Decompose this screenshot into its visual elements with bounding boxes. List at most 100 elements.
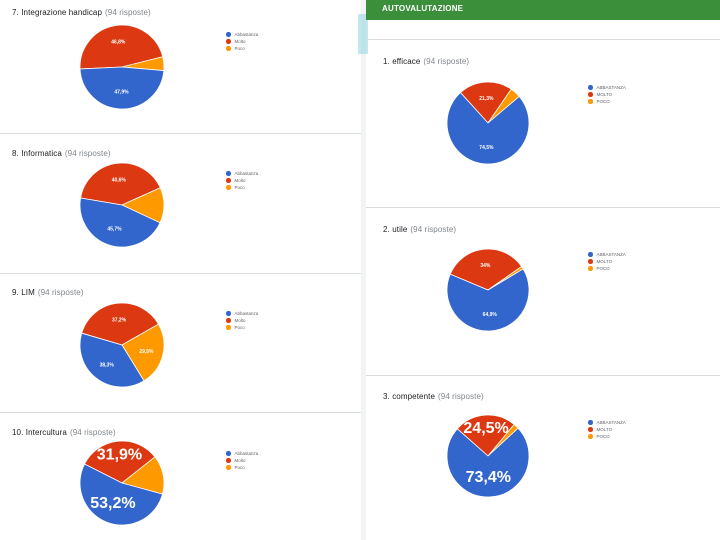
legend-item-molto: Molto [226,38,258,45]
right-panel [366,0,720,540]
legend-item-molto: Molto [226,457,258,464]
legend-item-poco: Poco [226,45,258,52]
response-count: (94 risposte) [64,149,111,158]
legend-label: Poco [234,46,245,51]
question-title-text: 8. Informatica [12,149,62,158]
section-divider [366,207,720,208]
legend-dot-icon [588,252,593,257]
legend-item-abbastanza: ABBASTANZA [588,84,626,91]
legend-dot-icon [588,420,593,425]
slice-label-molto: 37,2% [112,317,127,323]
slice-label-abbastanza: 73,4% [466,469,511,486]
background-accent [358,14,368,54]
question-title-text: 1. efficace [383,57,421,66]
pie-chart-7-integrazione-handicap: 47,9% 46,8% [79,24,165,110]
pie-chart-2-utile: 64,9% 34% [446,248,530,332]
legend-item-abbastanza: ABBASTANZA [588,419,626,426]
legend-label: POCO [596,99,610,104]
legend-item-poco: POCO [588,265,626,272]
chart-legend: ABBASTANZA MOLTO POCO [588,251,626,272]
column-gutter [361,0,366,540]
pie-slice-abbastanza [79,197,161,248]
legend-item-poco: Poco [226,184,258,191]
response-count: (94 risposte) [423,57,470,66]
legend-label: Abbastanza [234,311,259,316]
question-title-10-intercultura: 10. Intercultura (94 risposte) [12,428,116,437]
section-divider [366,375,720,376]
slice-label-abbastanza: 64,9% [483,312,498,318]
section-divider [0,273,361,274]
legend-item-molto: MOLTO [588,91,626,98]
chart-legend: Abbastanza Molto Poco [226,310,258,331]
slice-label-molto: 24,5% [463,420,508,437]
question-title-1-efficace: 1. efficace (94 risposte) [383,57,469,66]
response-count: (94 risposte) [69,428,116,437]
question-title-2-utile: 2. utile (94 risposte) [383,225,456,234]
slice-label-molto: 21,3% [479,96,494,102]
pie-slice-abbastanza [79,463,164,526]
question-title-text: 2. utile [383,225,408,234]
legend-label: Molto [234,178,246,183]
legend-dot-icon [588,266,593,271]
slice-label-abbastanza: 45,7% [107,227,122,233]
legend-dot-icon [226,32,231,37]
slice-label-molto: 40,6% [112,178,127,184]
slice-label-abbastanza: 47,9% [114,90,129,96]
response-count: (94 risposte) [438,392,484,401]
question-title-7-integrazione-handicap: 7. Integrazione handicap (94 risposte) [12,8,151,17]
pie-slice-molto [79,24,164,70]
legend-item-abbastanza: Abbastanza [226,450,258,457]
legend-dot-icon [226,185,231,190]
slice-label-abbastanza: 53,2% [90,495,135,512]
question-title-8-informatica: 8. Informatica (94 risposte) [12,149,111,158]
legend-item-abbastanza: Abbastanza [226,170,258,177]
pie-slice-molto [456,414,515,457]
legend-item-poco: Poco [226,464,258,471]
pie-chart-3-competente: 73,4% 24,5% [446,414,530,498]
pie-slice-poco [121,323,165,382]
legend-dot-icon [588,85,593,90]
legend-label: POCO [596,266,610,271]
question-title-9-lim: 9. LIM (94 risposte) [12,288,84,297]
legend-dot-icon [226,311,231,316]
legend-dot-icon [226,171,231,176]
legend-item-poco: Poco [226,324,258,331]
legend-label: Molto [234,39,246,44]
legend-label: MOLTO [596,259,613,264]
legend-label: Molto [234,318,246,323]
pie-slice-abbastanza [79,332,145,388]
pie-slice-molto [459,81,512,124]
section-divider [0,133,361,134]
legend-label: Abbastanza [234,32,259,37]
chart-legend: ABBASTANZA MOLTO POCO [588,419,626,440]
question-title-text: 9. LIM [12,288,35,297]
legend-label: Abbastanza [234,451,259,456]
legend-label: Molto [234,458,246,463]
question-title-text: 7. Integrazione handicap [12,8,103,17]
legend-dot-icon [226,178,231,183]
legend-item-poco: POCO [588,433,626,440]
legend-item-molto: MOLTO [588,258,626,265]
slice-label-abbastanza: 38,3% [100,363,115,369]
slice-label-abbastanza: 74,5% [479,145,494,151]
legend-item-poco: POCO [588,98,626,105]
autovalutazione-banner: AUTOVALUTAZIONE [366,0,720,20]
section-divider [366,39,720,40]
legend-label: Poco [234,325,245,330]
chart-legend: Abbastanza Molto Poco [226,170,258,191]
legend-dot-icon [588,427,593,432]
legend-item-molto: Molto [226,317,258,324]
chart-legend: ABBASTANZA MOLTO POCO [588,84,626,105]
legend-label: ABBASTANZA [596,420,626,425]
legend-dot-icon [226,46,231,51]
slice-label-molto: 34% [480,263,491,269]
legend-dot-icon [226,458,231,463]
legend-dot-icon [588,434,593,439]
slice-label-poco: 29,5% [139,349,154,355]
legend-dot-icon [226,318,231,323]
question-title-3-competente: 3. competente (94 risposte) [383,392,484,401]
pie-chart-1-efficace: 74,5% 21,3% [446,81,530,165]
legend-dot-icon [588,99,593,104]
legend-dot-icon [588,259,593,264]
legend-label: MOLTO [596,92,613,97]
